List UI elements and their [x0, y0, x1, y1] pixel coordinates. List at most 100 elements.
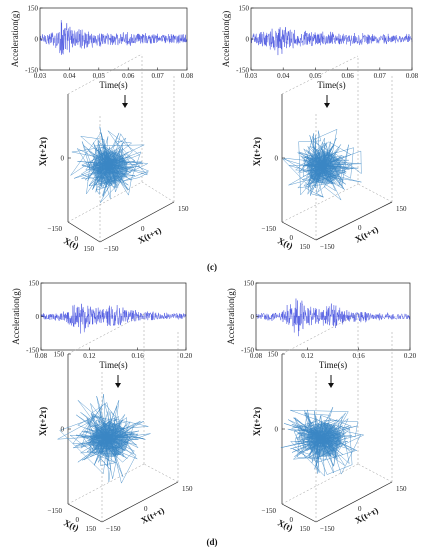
x-axis-line [67, 503, 103, 523]
y-axis-line [101, 481, 179, 523]
y-axis-label: Acceleration(g) [226, 288, 236, 344]
y-axis-line [315, 481, 393, 523]
x-tick-label: 0 [75, 235, 79, 243]
x-tick-label: −150 [48, 225, 63, 233]
y-axis-label: Acceleration(g) [11, 288, 21, 344]
back-edge [357, 183, 393, 203]
x-tick-label: 0.05 [93, 72, 106, 80]
z-tick-label: 0 [275, 426, 279, 434]
x-axis-line [67, 221, 101, 243]
x-tick-label: −150 [48, 507, 63, 515]
x-axis-line [281, 503, 317, 523]
y-tick-label: -150 [236, 67, 249, 75]
z-axis-label: X(t+2τ) [252, 407, 262, 436]
x-tick-label: 0.16 [353, 352, 366, 360]
flow-arrow-head [328, 383, 334, 388]
x-tick-label: 0.07 [374, 72, 387, 80]
y-tick-label: 0 [358, 505, 362, 513]
back-edge [357, 463, 393, 483]
back-edge [143, 463, 179, 483]
z-tick-label: 150 [54, 351, 65, 359]
x-tick-label: 0.03 [34, 72, 47, 80]
back-edge [281, 463, 359, 505]
back-edge [67, 463, 145, 505]
y-tick-label: -150 [25, 67, 38, 75]
x-tick-label: 0.06 [341, 72, 354, 80]
y-tick-label: −150 [320, 525, 335, 533]
x-tick-label: 0.04 [277, 72, 290, 80]
x-axis-label: Time(s) [317, 80, 345, 90]
x-tick-label: 0.08 [35, 352, 48, 360]
trajectory-core [91, 422, 129, 458]
x-axis-label: Time(s) [319, 360, 347, 370]
x-tick-label: 0.20 [180, 352, 193, 360]
x-axis-line [281, 221, 317, 241]
trajectory-core [307, 151, 341, 184]
y-axis-label: Acceleration(g) [221, 11, 231, 67]
y-tick-label: 0 [141, 225, 145, 233]
trajectory-core [92, 151, 128, 185]
x-tick-label: 0.06 [122, 72, 135, 80]
y-tick-label: -150 [26, 347, 39, 355]
x-tick-label: 0.04 [63, 72, 76, 80]
y-tick-label: 150 [182, 485, 193, 493]
y-tick-label: 0 [358, 224, 362, 232]
y-tick-label: −150 [320, 243, 335, 251]
y-axis-line [315, 201, 393, 241]
flow-arrow-head [115, 383, 121, 388]
x-tick-label: 0.03 [245, 72, 258, 80]
x-tick-label: 150 [84, 245, 95, 253]
x-axis-label: Time(s) [99, 360, 127, 370]
y-tick-label: 150 [396, 485, 407, 493]
signal-trace [40, 303, 187, 334]
y-tick-label: 0 [246, 36, 250, 44]
y-tick-label: 150 [244, 280, 255, 288]
y-tick-label: 150 [396, 205, 407, 213]
signal-trace [255, 298, 411, 337]
z-tick-label: 0 [61, 155, 65, 163]
z-tick-label: 150 [268, 351, 279, 359]
z-tick-label: 0 [61, 426, 65, 434]
z-tick-label: 0 [275, 155, 279, 163]
y-tick-label: 150 [29, 280, 40, 288]
caption-d: (d) [207, 537, 218, 547]
x-tick-label: 0.12 [301, 352, 314, 360]
y-tick-label: 0 [35, 36, 39, 44]
caption-c: (c) [207, 262, 217, 272]
y-tick-label: 0 [251, 313, 255, 321]
y-tick-label: -150 [241, 347, 254, 355]
x-tick-label: 0 [290, 516, 294, 524]
x-tick-label: 0.05 [309, 72, 322, 80]
x-tick-label: 150 [300, 243, 311, 251]
y-tick-label: 150 [178, 205, 189, 213]
y-tick-label: 150 [28, 5, 39, 13]
back-edge [141, 181, 175, 203]
y-tick-label: 0 [36, 313, 40, 321]
y-axis-line [99, 201, 175, 243]
z-axis-label: X(t+2τ) [38, 407, 48, 436]
flow-arrow-head [324, 103, 330, 108]
x-tick-label: −150 [262, 507, 277, 515]
y-tick-label: 0 [144, 505, 148, 513]
z-axis-label: X(t+2τ) [38, 137, 48, 166]
x-tick-label: 0.12 [83, 352, 96, 360]
signal-trace [39, 20, 188, 55]
x-tick-label: 0.08 [181, 72, 194, 80]
y-tick-label: 150 [239, 5, 250, 13]
x-tick-label: 0.20 [404, 352, 417, 360]
x-tick-label: 0 [290, 234, 294, 242]
y-tick-label: −150 [104, 245, 119, 253]
x-tick-label: 0.16 [132, 352, 145, 360]
y-tick-label: −150 [106, 525, 121, 533]
flow-arrow-head [122, 103, 128, 108]
x-tick-label: 0.08 [250, 352, 263, 360]
back-edge [67, 313, 145, 355]
x-tick-label: 0.07 [151, 72, 164, 80]
